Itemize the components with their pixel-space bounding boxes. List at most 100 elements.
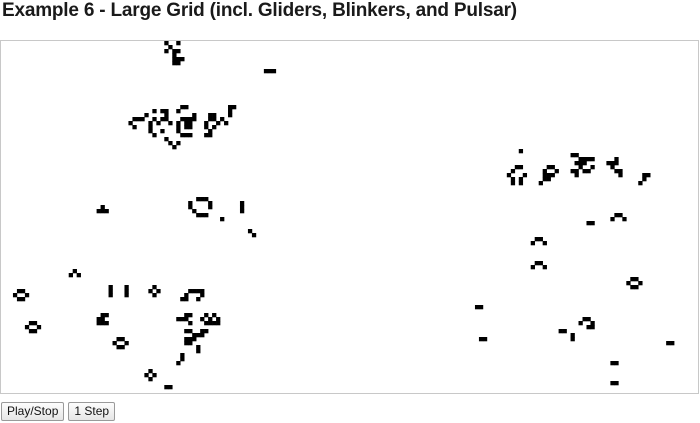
live-cell[interactable] — [148, 129, 153, 134]
live-cell[interactable] — [582, 169, 587, 174]
live-cell[interactable] — [152, 373, 157, 378]
live-cell[interactable] — [578, 161, 583, 166]
live-cell[interactable] — [208, 205, 213, 210]
live-cell[interactable] — [228, 105, 233, 110]
live-cell[interactable] — [208, 117, 213, 122]
live-cell[interactable] — [570, 337, 575, 342]
live-cell[interactable] — [646, 173, 651, 178]
live-cell[interactable] — [100, 209, 105, 214]
live-cell[interactable] — [578, 157, 583, 162]
live-cell[interactable] — [634, 277, 639, 282]
live-cell[interactable] — [184, 337, 189, 342]
live-cell[interactable] — [192, 333, 197, 338]
live-cell[interactable] — [144, 373, 149, 378]
live-cell[interactable] — [192, 113, 197, 118]
live-cell[interactable] — [239, 209, 245, 214]
live-cell[interactable] — [574, 173, 579, 178]
live-cell[interactable] — [184, 117, 189, 122]
live-cell[interactable] — [188, 289, 193, 294]
live-cell[interactable] — [212, 321, 217, 326]
live-cell[interactable] — [586, 325, 591, 330]
live-cell[interactable] — [196, 333, 201, 338]
live-cell[interactable] — [180, 117, 185, 122]
live-cell[interactable] — [152, 133, 157, 138]
live-cell[interactable] — [184, 133, 189, 138]
live-cell[interactable] — [590, 157, 595, 162]
live-cell[interactable] — [180, 317, 185, 322]
live-cell[interactable] — [168, 121, 173, 126]
live-cell[interactable] — [200, 317, 205, 322]
live-cell[interactable] — [172, 61, 177, 66]
live-cell[interactable] — [518, 165, 524, 170]
life-grid[interactable] — [0, 40, 699, 394]
live-cell[interactable] — [196, 345, 201, 350]
live-cell[interactable] — [72, 269, 77, 274]
live-cell[interactable] — [200, 293, 205, 298]
live-cell[interactable] — [100, 317, 105, 322]
live-cell[interactable] — [180, 105, 185, 110]
live-cell[interactable] — [172, 53, 177, 58]
live-cell[interactable] — [100, 205, 105, 210]
live-cell[interactable] — [239, 201, 245, 206]
live-cell[interactable] — [558, 329, 563, 334]
live-cell[interactable] — [239, 205, 245, 210]
live-cell[interactable] — [606, 161, 611, 166]
live-cell[interactable] — [148, 121, 153, 126]
live-cell[interactable] — [610, 381, 615, 386]
live-cell[interactable] — [542, 265, 547, 270]
live-cell[interactable] — [670, 341, 675, 346]
live-cell[interactable] — [263, 69, 269, 74]
live-cell[interactable] — [208, 317, 213, 322]
play-stop-button[interactable]: Play/Stop — [1, 402, 65, 421]
live-cell[interactable] — [192, 209, 197, 214]
live-cell[interactable] — [24, 325, 30, 330]
live-cell[interactable] — [510, 169, 516, 174]
live-cell[interactable] — [180, 297, 185, 302]
live-cell[interactable] — [188, 117, 193, 122]
live-cell[interactable] — [626, 281, 631, 286]
live-cell[interactable] — [160, 129, 165, 134]
live-cell[interactable] — [614, 361, 619, 366]
live-cell[interactable] — [510, 181, 516, 186]
live-cell[interactable] — [16, 289, 22, 294]
live-cell[interactable] — [68, 273, 73, 278]
live-cell[interactable] — [180, 353, 185, 358]
live-cell[interactable] — [666, 341, 671, 346]
live-cell[interactable] — [152, 285, 157, 290]
live-cell[interactable] — [176, 125, 181, 130]
live-cell[interactable] — [140, 117, 145, 122]
live-cell[interactable] — [582, 317, 587, 322]
live-cell[interactable] — [642, 173, 647, 178]
live-cell[interactable] — [180, 57, 185, 62]
live-cell[interactable] — [104, 321, 109, 326]
live-cell[interactable] — [200, 329, 205, 334]
live-cell[interactable] — [614, 213, 619, 218]
live-cell[interactable] — [32, 321, 38, 326]
live-cell[interactable] — [184, 341, 189, 346]
live-cell[interactable] — [200, 333, 205, 338]
live-cell[interactable] — [124, 285, 129, 290]
live-cell[interactable] — [76, 273, 81, 278]
live-cell[interactable] — [164, 137, 169, 142]
live-cell[interactable] — [28, 329, 34, 334]
live-cell[interactable] — [108, 293, 113, 298]
live-cell[interactable] — [208, 201, 213, 206]
live-cell[interactable] — [542, 169, 547, 174]
live-cell[interactable] — [164, 49, 169, 54]
live-cell[interactable] — [160, 109, 165, 114]
live-cell[interactable] — [148, 377, 153, 382]
live-cell[interactable] — [32, 329, 38, 334]
live-cell[interactable] — [148, 369, 153, 374]
live-cell[interactable] — [638, 181, 643, 186]
live-cell[interactable] — [610, 165, 615, 170]
live-cell[interactable] — [188, 321, 193, 326]
live-cell[interactable] — [184, 125, 189, 130]
live-cell[interactable] — [622, 217, 627, 222]
live-cell[interactable] — [104, 209, 109, 214]
live-cell[interactable] — [208, 129, 213, 134]
live-cell[interactable] — [267, 69, 273, 74]
live-cell[interactable] — [128, 121, 133, 126]
live-cell[interactable] — [518, 181, 524, 186]
live-cell[interactable] — [208, 321, 213, 326]
live-cell[interactable] — [518, 177, 524, 182]
